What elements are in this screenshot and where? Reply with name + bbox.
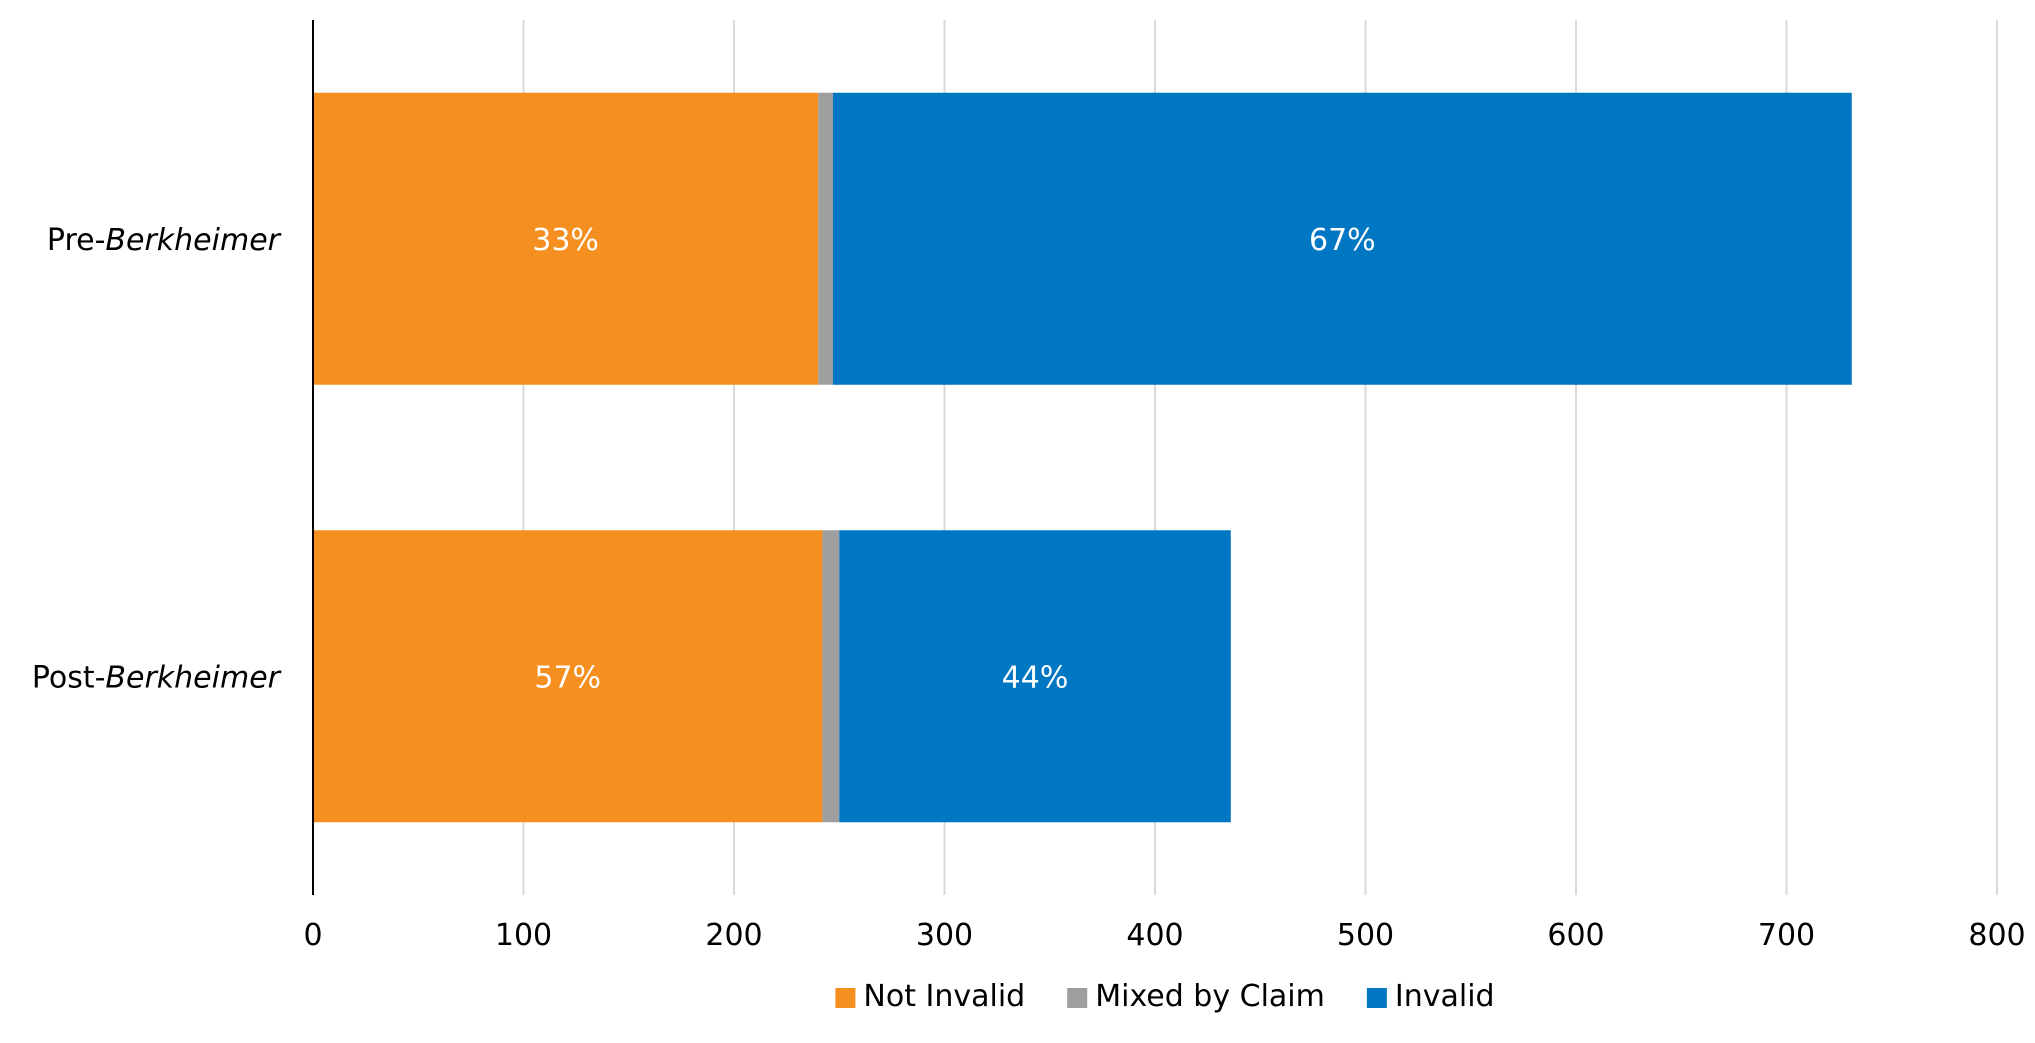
- x-tick-label-200: 200: [705, 918, 762, 953]
- legend-swatch: [1067, 988, 1087, 1008]
- legend-swatch: [835, 988, 855, 1008]
- data-label-not-invalid-1: 57%: [534, 660, 601, 695]
- legend-item-mixed-by-claim: Mixed by Claim: [1067, 979, 1325, 1014]
- x-tick-label-100: 100: [495, 918, 552, 953]
- category-label-0: Pre-Berkheimer: [47, 223, 282, 258]
- bar-mixed-by-claim-1: [822, 530, 839, 822]
- data-label-invalid-0: 67%: [1309, 223, 1376, 258]
- x-tick-label-300: 300: [916, 918, 973, 953]
- bars: [313, 93, 1852, 823]
- x-axis-ticks: 0 100 200 300 400 500 600 700 800: [303, 918, 2025, 953]
- x-tick-label-800: 800: [1968, 918, 2025, 953]
- x-tick-label-500: 500: [1337, 918, 1394, 953]
- legend-item-invalid: Invalid: [1367, 979, 1495, 1014]
- x-tick-label-400: 400: [1126, 918, 1183, 953]
- x-tick-label-700: 700: [1758, 918, 1815, 953]
- legend-label: Not Invalid: [863, 979, 1025, 1014]
- category-label-1: Post-Berkheimer: [32, 660, 282, 695]
- bar-mixed-by-claim-0: [818, 93, 833, 385]
- legend-swatch: [1367, 988, 1387, 1008]
- legend: Not Invalid Mixed by Claim Invalid: [835, 979, 1494, 1014]
- x-tick-label-0: 0: [303, 918, 322, 953]
- legend-label: Mixed by Claim: [1095, 979, 1325, 1014]
- data-label-not-invalid-0: 33%: [532, 223, 599, 258]
- category-labels: Pre-Berkheimer Post-Berkheimer: [32, 223, 282, 696]
- legend-item-not-invalid: Not Invalid: [835, 979, 1025, 1014]
- data-label-invalid-1: 44%: [1002, 660, 1069, 695]
- legend-label: Invalid: [1395, 979, 1495, 1014]
- x-tick-label-600: 600: [1547, 918, 1604, 953]
